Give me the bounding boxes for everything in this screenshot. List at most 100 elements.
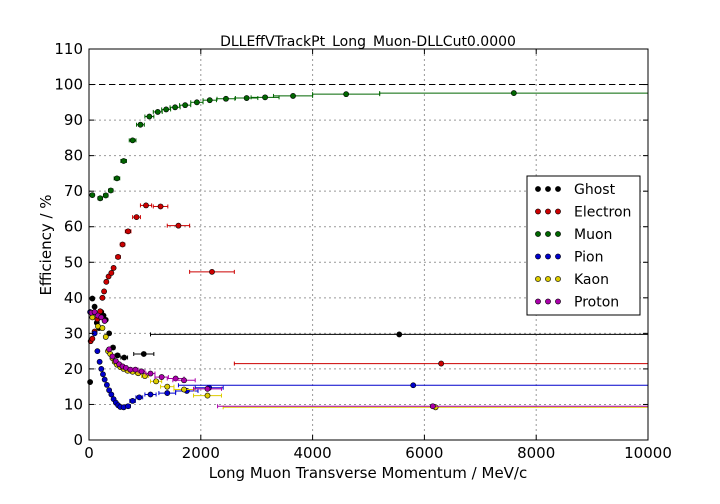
legend-marker [545, 208, 551, 215]
legend-label: Ghost [574, 182, 616, 198]
data-point [204, 392, 211, 399]
legend-label: Muon [574, 227, 612, 243]
data-point [181, 377, 187, 384]
legend-marker [555, 231, 561, 237]
data-point [129, 397, 136, 404]
data-point [290, 93, 296, 99]
legend-label: Electron [574, 205, 631, 221]
y-tick-label: 70 [64, 182, 83, 200]
x-tick-label: 10000 [624, 444, 672, 462]
data-point [175, 222, 182, 229]
y-tick-label: 100 [54, 76, 83, 94]
data-point [243, 95, 250, 101]
data-point [110, 265, 117, 271]
legend-marker [545, 276, 551, 282]
plot-frame [88, 48, 649, 441]
data-point [206, 97, 213, 104]
legend: Ghost Electron Muon Pion Kaon Proton [526, 175, 641, 316]
series-electron [87, 202, 648, 367]
data-point [143, 202, 149, 209]
data-point [114, 175, 120, 182]
legend-marker [555, 208, 561, 215]
legend-marker [535, 276, 541, 282]
data-point [108, 270, 115, 276]
data-point [510, 90, 517, 96]
data-point [172, 104, 178, 111]
data-point [89, 192, 96, 198]
x-tick-label: 4000 [294, 444, 332, 462]
x-tick-label: 2000 [182, 444, 220, 462]
data-point [157, 203, 164, 210]
data-point [125, 403, 132, 410]
data-layer [87, 90, 648, 411]
data-point [125, 228, 132, 235]
data-point [193, 99, 200, 106]
data-point [99, 294, 106, 301]
data-point [429, 403, 436, 410]
legend-label: Proton [574, 295, 619, 311]
legend-marker [545, 231, 551, 237]
legend-marker [535, 253, 541, 260]
legend-marker [545, 298, 551, 305]
data-point [108, 391, 115, 398]
x-axis-label: Long Muon Transverse Momentum / MeV/c [209, 464, 527, 482]
data-point [223, 95, 229, 102]
data-point [396, 331, 403, 338]
data-point [136, 394, 143, 401]
y-tick-label: 0 [73, 431, 83, 449]
data-point [89, 295, 96, 302]
data-point [106, 330, 113, 337]
data-point [121, 354, 128, 361]
y-tick-label: 20 [64, 360, 83, 378]
data-point [137, 121, 144, 128]
data-point [438, 360, 445, 367]
legend-marker [535, 231, 541, 237]
data-point [182, 102, 189, 109]
data-point [138, 368, 145, 375]
legend-marker [555, 253, 561, 260]
data-point [91, 309, 98, 315]
data-point [114, 352, 121, 359]
series-pion [87, 309, 648, 411]
legend-marker [535, 298, 541, 305]
x-tick-label: 6000 [405, 444, 443, 462]
data-point [129, 137, 136, 144]
legend-marker [555, 298, 561, 305]
data-point [164, 383, 171, 390]
data-point [147, 391, 154, 398]
data-point [100, 371, 106, 378]
data-point [98, 314, 105, 321]
series-muon [89, 90, 648, 202]
data-point [262, 94, 268, 101]
data-point [410, 382, 417, 389]
data-point [120, 158, 127, 164]
data-point [107, 187, 114, 194]
x-tick-label: 8000 [517, 444, 555, 462]
data-point [89, 335, 96, 342]
data-point [146, 113, 153, 120]
data-point [97, 195, 104, 202]
data-point [87, 379, 94, 385]
data-point [98, 366, 105, 372]
data-point [163, 106, 170, 113]
data-point [132, 366, 139, 373]
legend-marker [545, 186, 551, 192]
y-tick-label: 10 [64, 395, 83, 413]
data-point [181, 386, 187, 393]
data-point [106, 346, 113, 353]
y-axis-label: Efficiency / % [37, 194, 55, 295]
data-point [103, 278, 110, 285]
data-point [115, 254, 121, 260]
data-point [119, 241, 126, 248]
data-point [101, 288, 107, 295]
data-point [204, 385, 211, 392]
data-point [99, 325, 106, 331]
legend-box [526, 175, 641, 316]
legend-label: Kaon [574, 272, 609, 288]
data-point [209, 268, 215, 275]
x-tick-label: 0 [84, 444, 94, 462]
data-point [96, 358, 103, 365]
data-point [101, 376, 108, 383]
data-point [91, 303, 98, 310]
